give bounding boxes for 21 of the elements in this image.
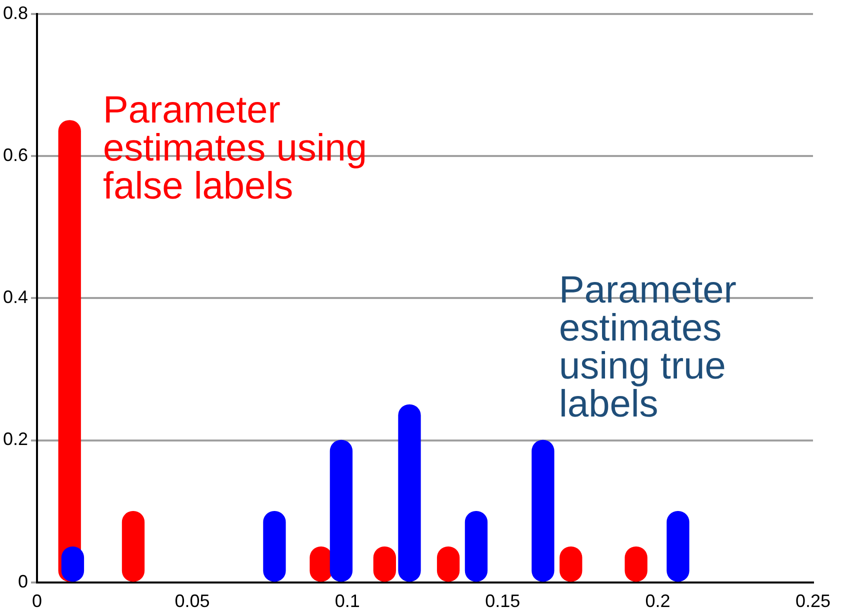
bar (398, 404, 421, 582)
x-tick-label: 0.15 (485, 591, 520, 612)
y-tick-label: 0.8 (2, 2, 28, 23)
x-tick-label: 0.2 (645, 591, 670, 612)
bar (122, 510, 145, 582)
bar (464, 510, 488, 582)
y-tick-label: 0.6 (2, 144, 28, 165)
bar (330, 440, 353, 582)
bar (666, 510, 690, 582)
x-tick-label: 0.1 (334, 591, 360, 612)
series-label: Parameter estimates using true labels (559, 269, 737, 426)
bar (263, 510, 286, 582)
bar (58, 120, 81, 582)
series-label: Parameter estimates using false labels (103, 89, 368, 208)
x-tick-label: 0.25 (795, 591, 831, 612)
y-tick-label: 0.2 (2, 429, 28, 450)
x-tick-label: 0.05 (174, 591, 210, 612)
x-tick-label: 0 (32, 591, 42, 612)
bar (532, 440, 554, 582)
y-tick-label: 0.4 (2, 287, 28, 308)
y-tick-label: 0 (18, 571, 28, 592)
